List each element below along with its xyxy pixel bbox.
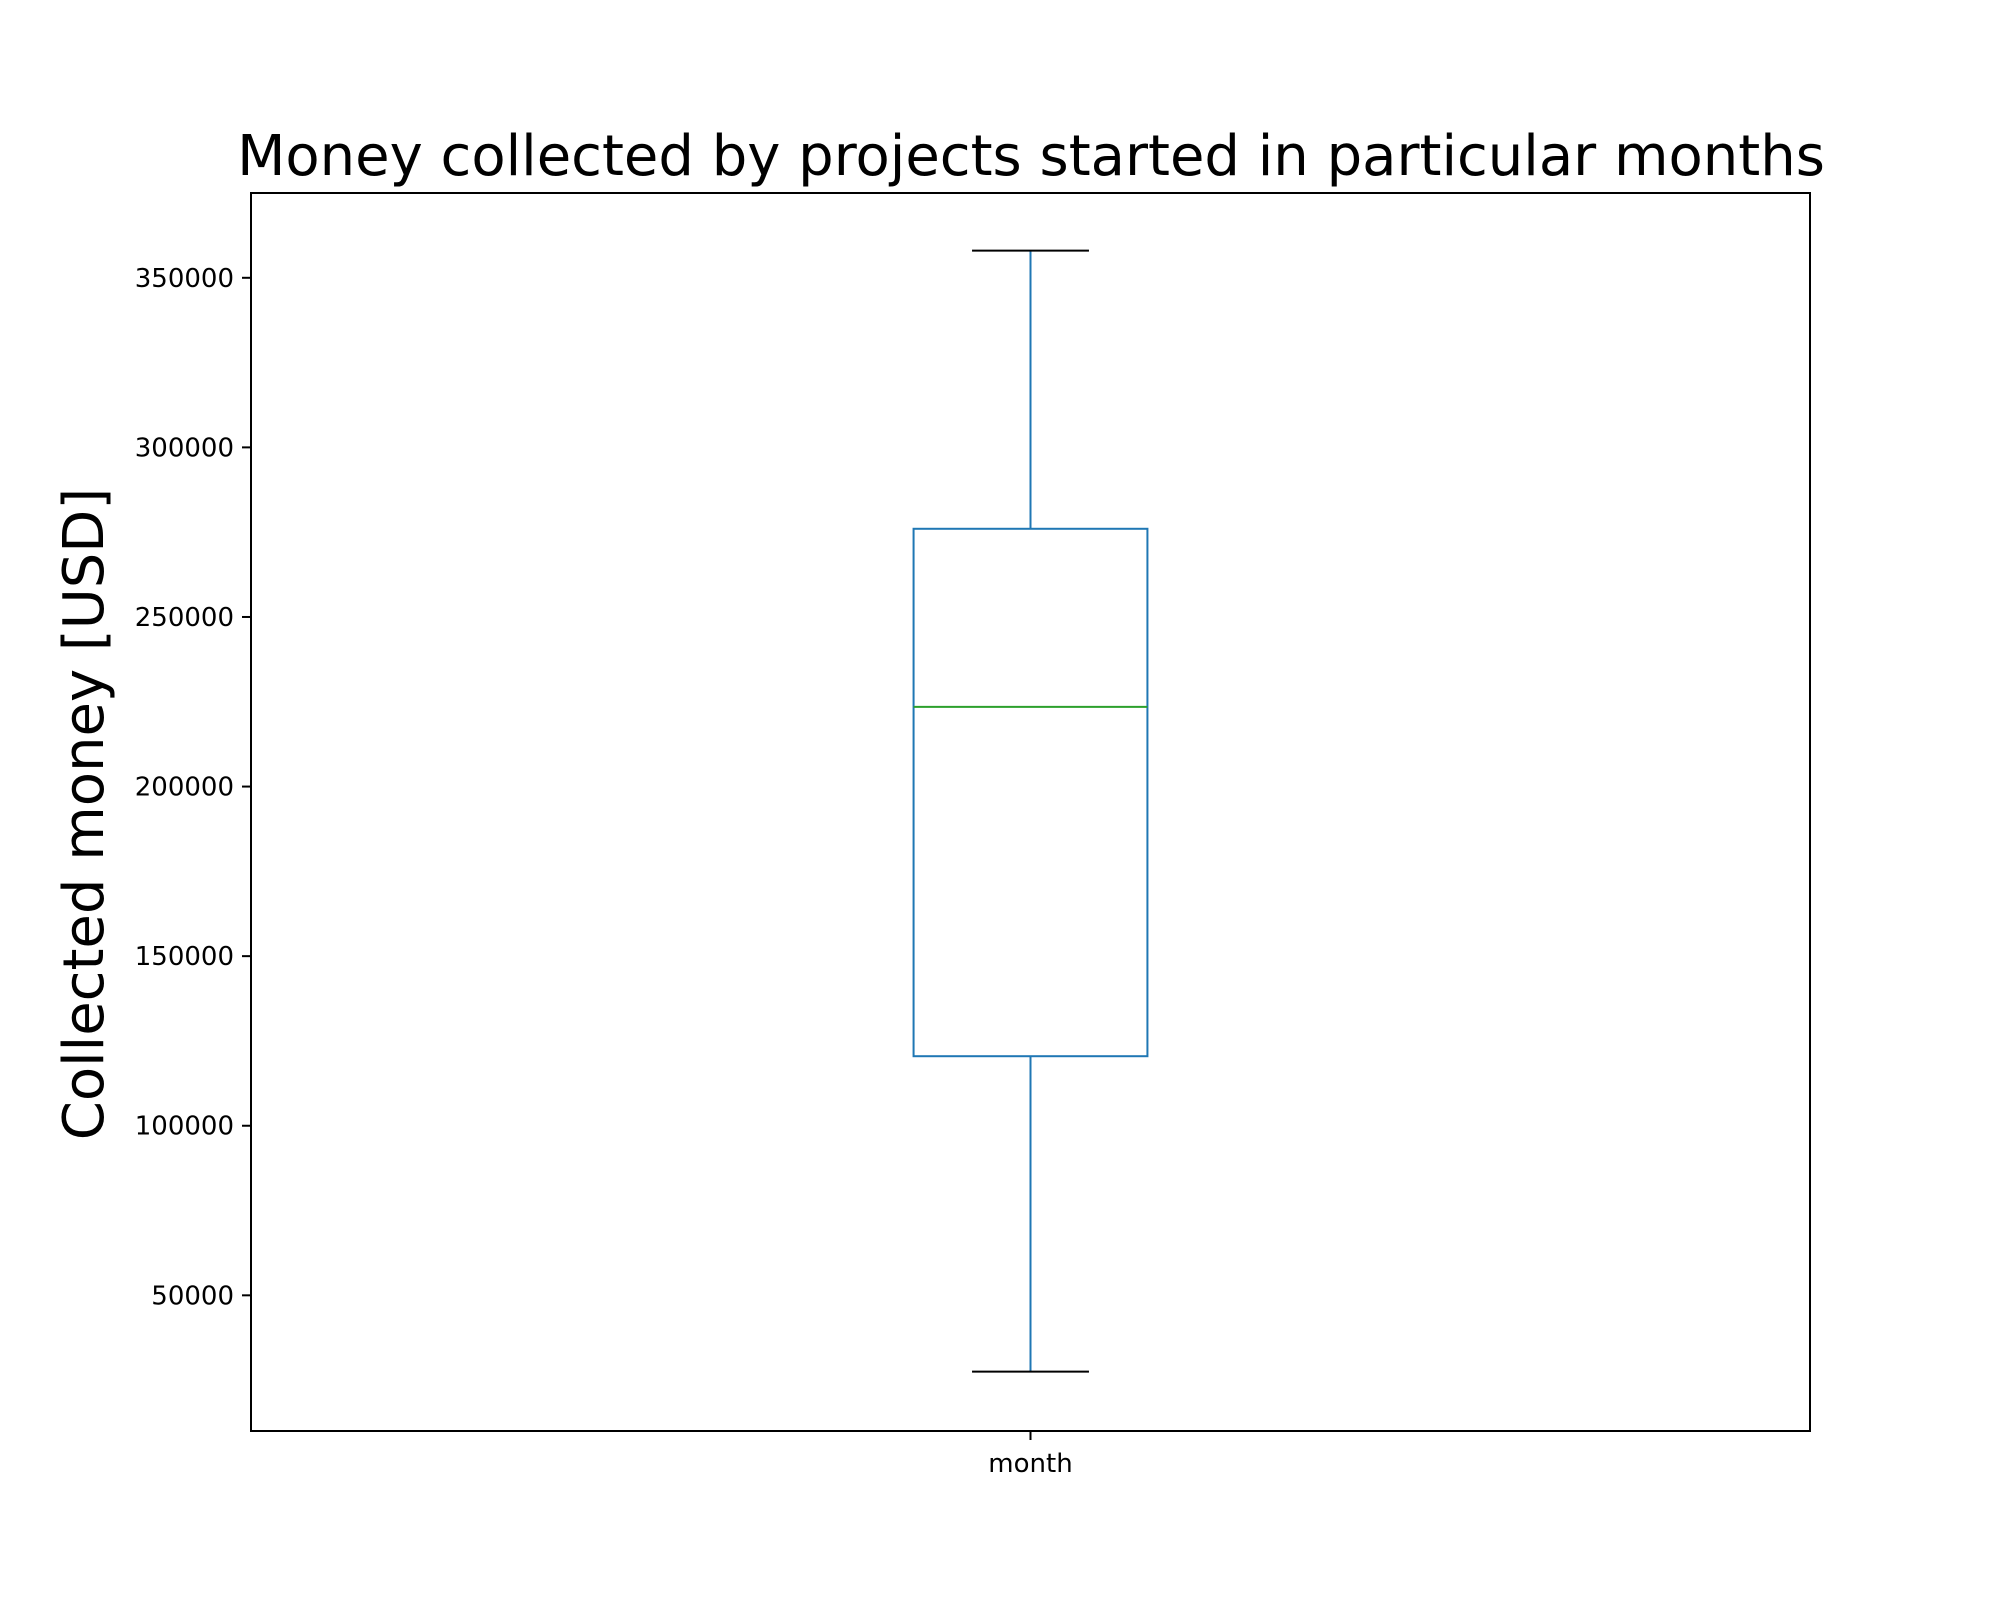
y-axis-ticks: 50000 100000 150000 200000 250000 300000 35000… <box>135 264 251 1311</box>
chart-title: Money collected by projects started in p… <box>237 124 1825 189</box>
x-tick-label: month <box>988 1449 1072 1479</box>
y-tick-label: 100000 <box>135 1112 234 1142</box>
y-tick-label: 50000 <box>151 1281 234 1311</box>
y-tick-label: 300000 <box>135 433 234 463</box>
iqr-box <box>912 527 1149 1058</box>
y-tick-label: 150000 <box>135 942 234 972</box>
x-axis-ticks: month <box>988 1431 1073 1479</box>
y-tick-label: 350000 <box>135 264 234 294</box>
y-tick-label: 250000 <box>135 603 234 633</box>
y-axis-label: Collected money [USD] <box>52 488 117 1141</box>
y-tick-label: 200000 <box>135 773 234 803</box>
box-plot-group <box>912 249 1149 1373</box>
